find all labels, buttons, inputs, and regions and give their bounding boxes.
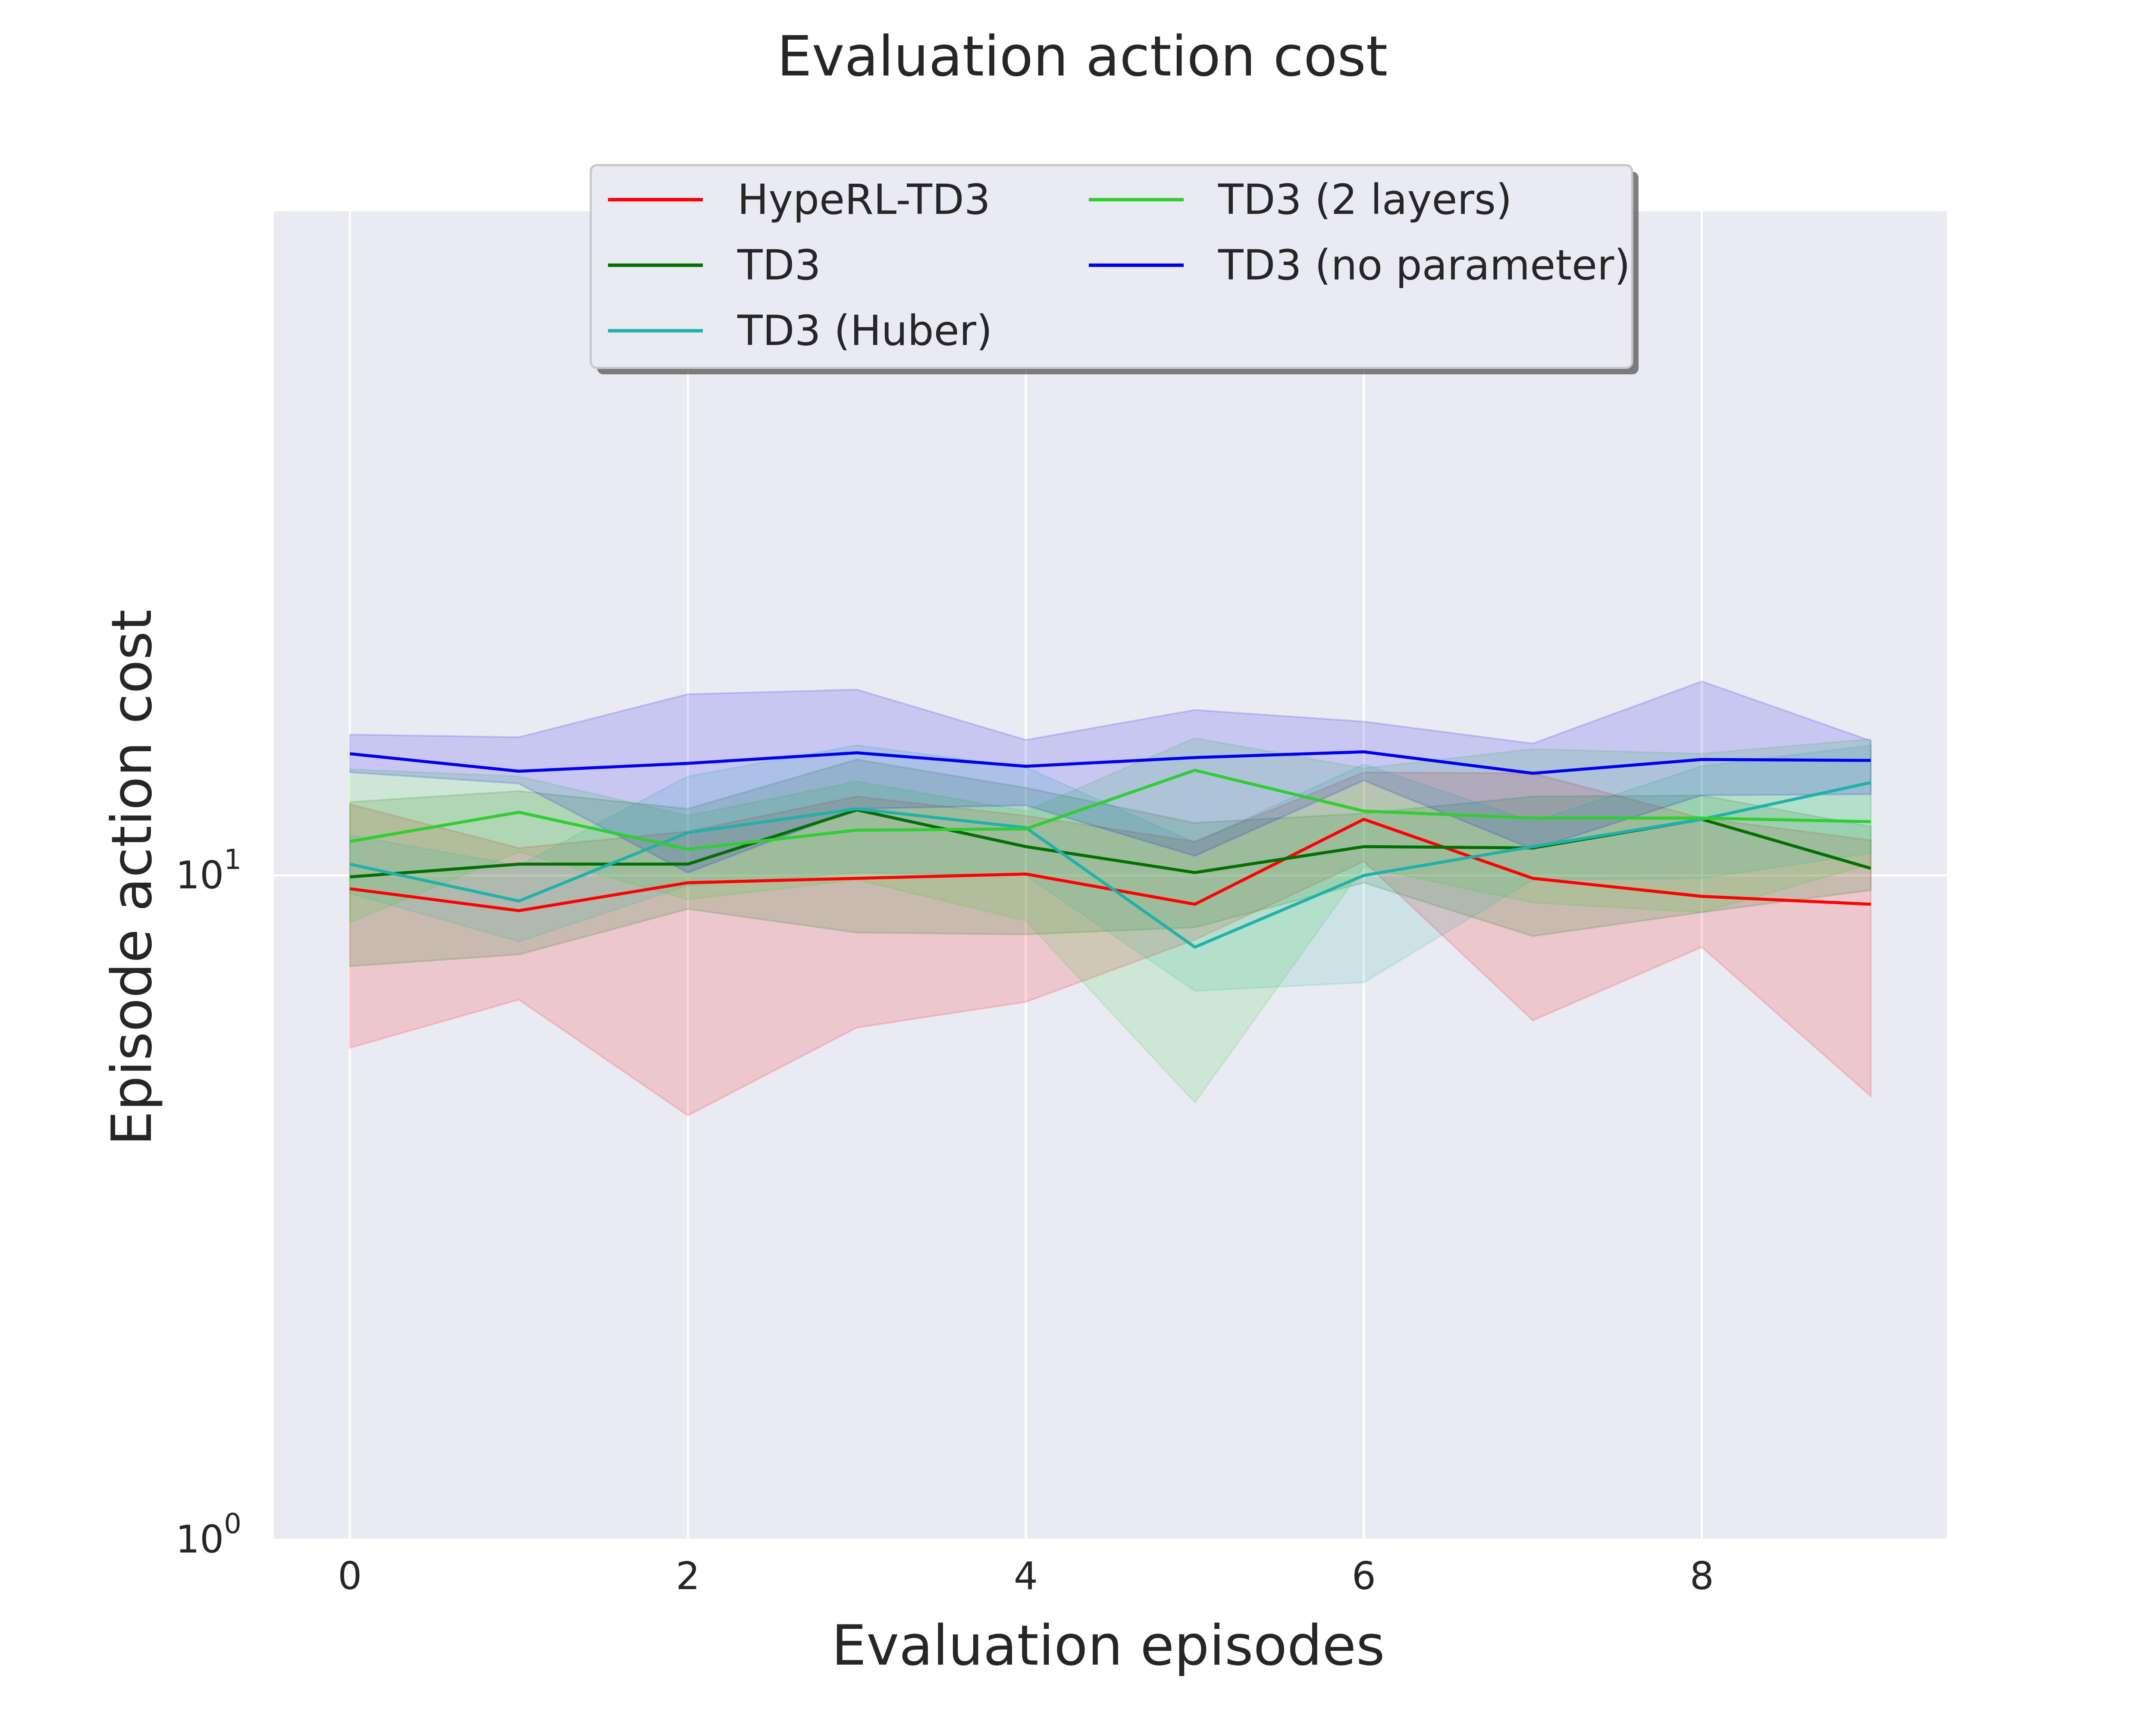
confidence-band [349, 771, 1872, 1117]
confidence-bands [349, 680, 1872, 1117]
x-tick-label: 0 [338, 1554, 362, 1598]
y-tick-label: 101 [175, 844, 241, 897]
x-tick-label: 6 [1352, 1554, 1376, 1598]
legend-entry: TD3 [737, 241, 821, 289]
x-tick-label: 4 [1014, 1554, 1038, 1598]
series-lines [349, 750, 1871, 949]
chart-title: Evaluation action cost [777, 25, 1388, 89]
y-axis-label: Episode action cost [100, 609, 164, 1146]
x-axis-label: Evaluation episodes [831, 1614, 1385, 1678]
x-axis-ticks: 0 2 4 6 8 [338, 1554, 1714, 1598]
series-line [350, 750, 1871, 775]
confidence-band [349, 737, 1872, 1104]
x-tick-label: 2 [676, 1554, 700, 1598]
legend-entry: TD3 (Huber) [737, 307, 993, 355]
legend-entry: TD3 (2 layers) [1218, 176, 1512, 224]
y-axis-ticks: 100 101 [175, 844, 241, 1562]
series-line [349, 768, 1871, 851]
y-tick-label: 100 [175, 1508, 241, 1562]
series-line [349, 781, 1871, 949]
legend-entry: TD3 (no parameter) [1218, 241, 1630, 289]
confidence-band [349, 680, 1872, 874]
legend-entry: HypeRL-TD3 [737, 176, 990, 224]
x-tick-label: 8 [1690, 1554, 1714, 1598]
confidence-band [349, 759, 1872, 967]
legend: HypeRL-TD3 TD3 TD3 (Huber) TD3 (2 layers) TD… [589, 164, 1639, 374]
